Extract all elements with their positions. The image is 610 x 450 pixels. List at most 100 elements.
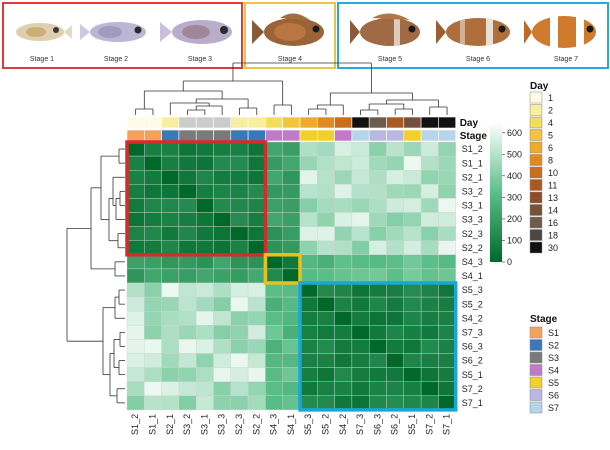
heatmap-cell (334, 141, 353, 157)
heatmap-cell (282, 212, 301, 227)
heatmap-cell (126, 282, 145, 298)
heatmap-cell (178, 367, 197, 382)
heatmap-cell (282, 339, 301, 354)
heatmap-cell (126, 155, 145, 171)
highlight-box-1 (125, 140, 268, 257)
heatmap-cell (438, 325, 456, 340)
heatmap-cell (282, 367, 301, 382)
day-legend-swatch (529, 191, 543, 204)
heatmap-cell (230, 169, 249, 185)
day-legend-label: 13 (548, 193, 558, 203)
heatmap-cell (161, 353, 180, 368)
heatmap-cell (282, 296, 301, 312)
row-label: S5_2 (462, 299, 483, 309)
heatmap-cell (126, 169, 145, 185)
column-label: S3_1 (199, 414, 209, 435)
heatmap-cell (230, 367, 249, 382)
heatmap-cell (403, 311, 422, 326)
stage-annotation-cell (368, 129, 387, 142)
heatmap-cell (403, 155, 422, 171)
heatmap-cell (247, 353, 266, 368)
heatmap-cell (420, 212, 439, 227)
stage-annotation-cell (230, 129, 249, 142)
heatmap-cell (317, 212, 335, 227)
day-legend-title: Day (530, 81, 549, 92)
heatmap-cell (265, 240, 283, 255)
heatmap-cell (247, 198, 266, 213)
heatmap-cell (403, 268, 422, 284)
day-legend-swatch (529, 141, 543, 154)
heatmap-cell (144, 353, 162, 368)
stage-legend-swatch (529, 364, 543, 376)
heatmap-cell (161, 198, 180, 213)
heatmap-cell (403, 353, 422, 368)
column-label: S5_2 (321, 414, 331, 435)
heatmap-cell (144, 155, 162, 171)
day-annotation-cell (334, 116, 353, 129)
heatmap-cell (178, 141, 197, 157)
heatmap-cell (386, 184, 404, 199)
heatmap-cell (230, 268, 249, 284)
heatmap-cell (369, 325, 387, 340)
stage-legend-swatch (529, 339, 543, 351)
heatmap-cell (282, 226, 301, 241)
heatmap-cell (334, 184, 353, 199)
heatmap-cell (403, 240, 422, 255)
heatmap-cell (299, 311, 318, 326)
row-label: S3_1 (462, 201, 483, 211)
heatmap-cell (369, 296, 387, 312)
heatmap-cell (282, 169, 301, 185)
heatmap-cell (230, 226, 249, 241)
heatmap-cell (213, 198, 231, 213)
row-label: S4_3 (462, 257, 483, 267)
heatmap-cell (230, 381, 249, 397)
heatmap-cell (126, 353, 145, 368)
heatmap-cell (213, 254, 231, 270)
column-label: S5_3 (303, 414, 313, 435)
heatmap-cell (438, 155, 456, 171)
heatmap-cell (178, 184, 197, 199)
row-label: S2_2 (462, 243, 483, 253)
group-box-mid (244, 2, 336, 69)
column-label: S2_1 (165, 414, 175, 435)
heatmap-cell (247, 296, 266, 312)
heatmap-cell (144, 268, 162, 284)
heatmap-cell (403, 254, 422, 270)
heatmap-cell (386, 212, 404, 227)
heatmap-cell (144, 395, 162, 411)
stage-annotation-cell (282, 129, 301, 142)
heatmap-cell (213, 381, 231, 397)
column-label: S7_2 (424, 414, 434, 435)
column-label: S1_2 (130, 414, 140, 435)
heatmap-cell (351, 212, 370, 227)
row-label: S1_2 (462, 144, 483, 154)
heatmap-cell (247, 169, 266, 185)
heatmap-cell (247, 381, 266, 397)
heatmap-cell (386, 198, 404, 213)
heatmap-cell (178, 339, 197, 354)
heatmap-cell (403, 381, 422, 397)
row-label: S2_3 (462, 229, 483, 239)
heatmap-cell (317, 184, 335, 199)
heatmap-cell (161, 226, 180, 241)
column-labels: S1_2 S1_1 S2_1 S3_2 S3_1 S3_3 S2_3 S2_2 S4_3 S4_1… (130, 414, 451, 435)
heatmap-cell (386, 169, 404, 185)
heatmap-cell (420, 184, 439, 199)
column-label: S7_3 (355, 414, 365, 435)
heatmap-cell (369, 339, 387, 354)
heatmap-cell (334, 339, 353, 354)
heatmap-cell (230, 155, 249, 171)
heatmap-cell (265, 254, 283, 270)
stage-annotation-cell (351, 129, 370, 142)
heatmap-cell (438, 381, 456, 397)
fish-stage-3-image (160, 20, 232, 44)
heatmap-cell (317, 395, 335, 411)
heatmap-cell (265, 141, 283, 157)
stage-annotation-cell (144, 129, 162, 142)
heatmap-cell (144, 226, 162, 241)
heatmap-cell (299, 141, 318, 157)
heatmap-cell (420, 155, 439, 171)
column-label: S4_3 (269, 414, 279, 435)
heatmap-cell (438, 268, 456, 284)
